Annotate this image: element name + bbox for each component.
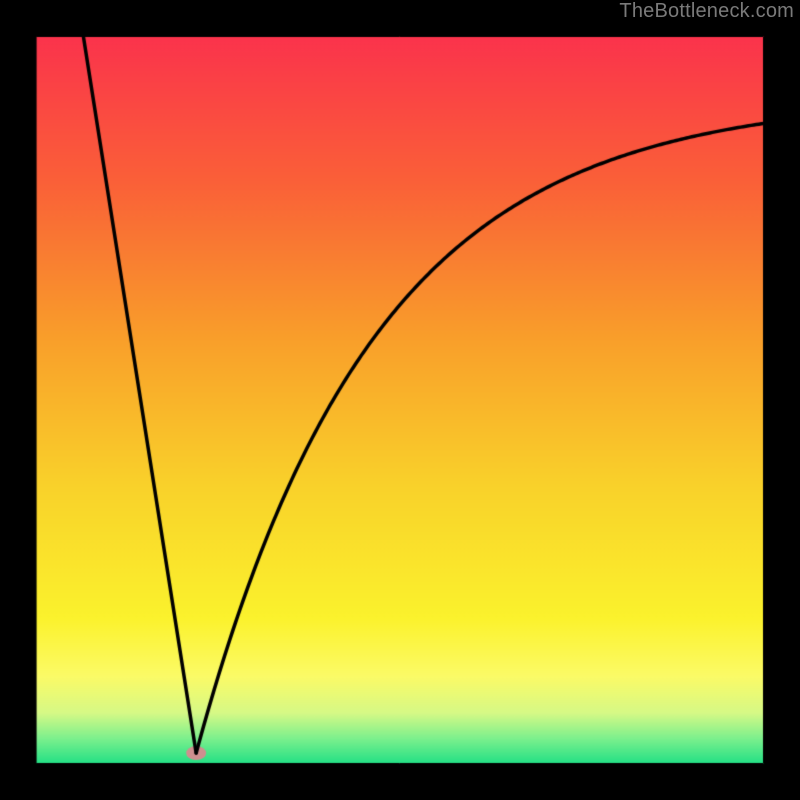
bottleneck-chart-canvas	[0, 0, 800, 800]
chart-stage: TheBottleneck.com	[0, 0, 800, 800]
